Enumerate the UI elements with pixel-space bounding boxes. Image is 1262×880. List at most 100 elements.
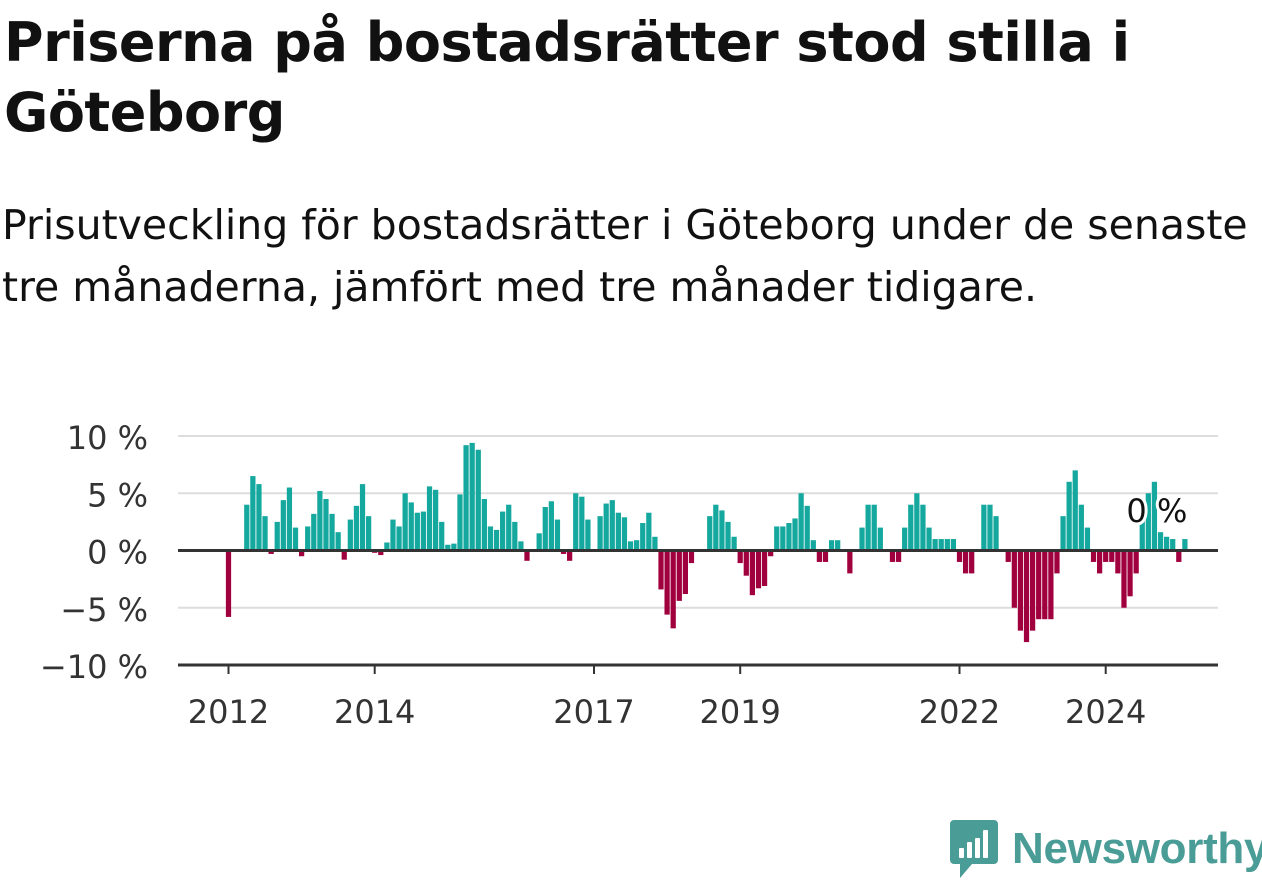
bar bbox=[895, 550, 902, 562]
bar bbox=[737, 550, 743, 564]
bar bbox=[707, 516, 713, 551]
bar bbox=[1011, 550, 1017, 608]
bar bbox=[768, 550, 774, 557]
bar bbox=[1072, 470, 1078, 551]
bar bbox=[414, 512, 420, 551]
bar bbox=[646, 512, 652, 551]
bar bbox=[749, 550, 755, 596]
chart-subtitle: Prisutveckling för bostadsrätter i Göteb… bbox=[2, 201, 1248, 311]
bar bbox=[1048, 550, 1054, 620]
bar bbox=[225, 550, 232, 617]
bar bbox=[481, 498, 487, 551]
bar bbox=[950, 539, 957, 551]
bar bbox=[828, 540, 835, 551]
bars bbox=[225, 442, 1188, 643]
bar bbox=[1170, 539, 1176, 551]
bar bbox=[359, 484, 366, 551]
bar bbox=[500, 511, 506, 551]
bar bbox=[835, 540, 841, 551]
bar bbox=[487, 526, 494, 551]
bar bbox=[426, 486, 433, 551]
x-tick-label: 2022 bbox=[919, 693, 1000, 730]
bar bbox=[579, 496, 585, 551]
newsworthy-logo-text: Newsworthy bbox=[1012, 824, 1262, 873]
bar bbox=[938, 539, 944, 551]
bar bbox=[658, 550, 664, 590]
bar bbox=[914, 493, 920, 551]
bar bbox=[987, 504, 993, 551]
bar bbox=[542, 506, 548, 551]
bar bbox=[567, 550, 573, 561]
x-tick-label: 2017 bbox=[553, 693, 634, 730]
y-tick-label: 0 % bbox=[87, 534, 148, 572]
y-tick-label: −10 % bbox=[40, 648, 148, 686]
bar bbox=[463, 445, 469, 551]
bar bbox=[847, 550, 853, 574]
bar bbox=[1042, 550, 1048, 620]
x-tick-label: 2012 bbox=[188, 693, 269, 730]
bar bbox=[1157, 532, 1164, 551]
bar bbox=[402, 493, 408, 551]
bar bbox=[347, 519, 353, 551]
bar bbox=[713, 504, 719, 551]
bar bbox=[1023, 550, 1030, 643]
x-tick-label: 2019 bbox=[699, 693, 780, 730]
bar bbox=[822, 550, 829, 562]
bar bbox=[475, 449, 481, 551]
bar bbox=[640, 523, 646, 551]
bar bbox=[311, 513, 317, 551]
x-tick-label: 2014 bbox=[334, 693, 415, 730]
bar bbox=[323, 498, 329, 551]
bar bbox=[902, 527, 908, 551]
bar bbox=[908, 504, 914, 551]
bar bbox=[1029, 550, 1036, 631]
bar bbox=[317, 490, 323, 551]
bar bbox=[664, 550, 670, 615]
bar bbox=[1103, 550, 1109, 562]
y-tick-label: 10 % bbox=[67, 419, 148, 457]
x-tick-label: 2024 bbox=[1065, 693, 1146, 730]
bar bbox=[335, 532, 341, 551]
bar bbox=[969, 550, 975, 574]
bar bbox=[384, 542, 390, 551]
last-value-label-halo: 0 % bbox=[1126, 492, 1187, 530]
newsworthy-logo: Newsworthy bbox=[950, 818, 1262, 880]
bar bbox=[524, 550, 530, 561]
bar bbox=[445, 544, 451, 551]
bar bbox=[944, 539, 950, 551]
bar bbox=[597, 516, 603, 551]
bar bbox=[469, 442, 475, 551]
bar bbox=[926, 527, 932, 551]
bar bbox=[865, 504, 871, 551]
bar bbox=[676, 550, 682, 601]
bar bbox=[262, 516, 268, 551]
bar bbox=[889, 550, 896, 562]
bar bbox=[1115, 550, 1121, 574]
bar bbox=[1164, 536, 1170, 551]
bar bbox=[378, 550, 384, 556]
bar bbox=[298, 550, 305, 557]
bar bbox=[420, 511, 427, 551]
bar bbox=[451, 543, 457, 551]
bar bbox=[1182, 539, 1188, 551]
bar bbox=[780, 526, 786, 551]
bar bbox=[1090, 550, 1097, 562]
bar bbox=[585, 519, 591, 551]
bar bbox=[792, 518, 798, 551]
bar bbox=[1078, 504, 1084, 551]
bar bbox=[536, 533, 542, 551]
bar bbox=[932, 539, 938, 551]
bar bbox=[682, 550, 688, 595]
bar bbox=[719, 510, 725, 551]
chart-title: Priserna på bostadsrätter stod stilla i … bbox=[4, 11, 1130, 144]
bar bbox=[256, 484, 262, 551]
bar bbox=[731, 536, 737, 551]
bar bbox=[981, 504, 987, 551]
bar bbox=[548, 501, 554, 551]
bar bbox=[804, 505, 810, 551]
bar bbox=[329, 513, 335, 551]
bar bbox=[365, 516, 372, 551]
bar bbox=[244, 504, 250, 551]
bar bbox=[1096, 550, 1103, 574]
y-tick-label: −5 % bbox=[60, 591, 148, 629]
